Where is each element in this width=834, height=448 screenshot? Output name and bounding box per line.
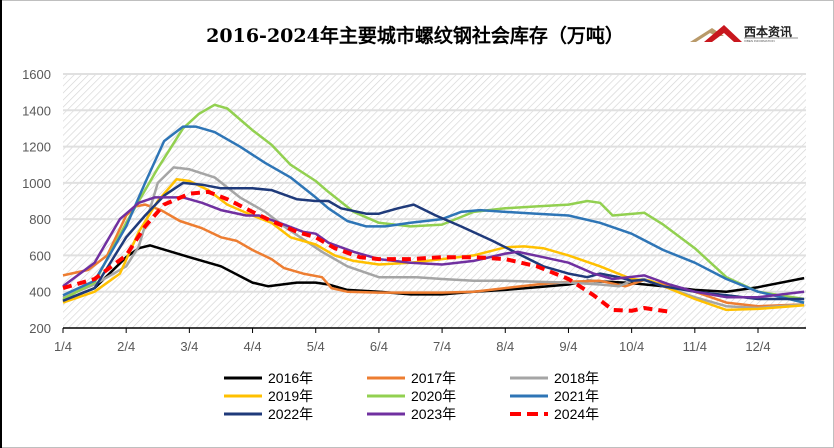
legend-label: 2020年 <box>411 388 456 404</box>
plot-area <box>63 74 806 328</box>
legend-label: 2021年 <box>554 388 599 404</box>
series-line-2022 <box>62 181 805 302</box>
legend-label: 2023年 <box>411 406 456 422</box>
legend-label: 2016年 <box>268 370 313 386</box>
y-tick-label: 400 <box>29 285 51 300</box>
logo-text: 西本资讯 <box>744 24 792 39</box>
y-tick-label: 200 <box>29 321 51 336</box>
x-tick-label: 10/4 <box>619 339 644 354</box>
y-tick-label: 1600 <box>22 67 51 82</box>
x-tick-label: 7/4 <box>433 339 451 354</box>
series-line-2019 <box>62 177 805 312</box>
y-tick-label: 1400 <box>22 103 51 118</box>
x-tick-label: 5/4 <box>307 339 325 354</box>
y-tick-label: 800 <box>29 212 51 227</box>
series-line-2021 <box>62 125 805 304</box>
logo-subtext: XIBEN INFORMATION <box>744 39 775 43</box>
y-tick-label: 600 <box>29 248 51 263</box>
x-tick-label: 6/4 <box>370 339 388 354</box>
x-tick-label: 2/4 <box>117 339 135 354</box>
x-tick-label: 9/4 <box>559 339 577 354</box>
legend-label: 2019年 <box>268 388 313 404</box>
legend-label: 2017年 <box>411 370 456 386</box>
legend-label: 2022年 <box>268 406 313 422</box>
chart-title: 2016-2024年主要城市螺纹钢社会库存（万吨） <box>206 24 624 47</box>
logo: 西本资讯 XIBEN INFORMATION <box>690 24 798 43</box>
x-tick-label: 1/4 <box>54 339 72 354</box>
legend-label: 2018年 <box>554 370 599 386</box>
legend-label: 2024年 <box>554 406 599 422</box>
y-tick-label: 1000 <box>22 176 51 191</box>
x-tick-label: 11/4 <box>683 339 707 354</box>
y-tick-label: 1200 <box>22 140 51 155</box>
series-line-2024 <box>62 189 670 314</box>
x-tick-label: 8/4 <box>496 339 514 354</box>
x-tick-label: 4/4 <box>244 339 262 354</box>
x-tick-label: 3/4 <box>180 339 198 354</box>
x-tick-label: 12/4 <box>745 339 770 354</box>
